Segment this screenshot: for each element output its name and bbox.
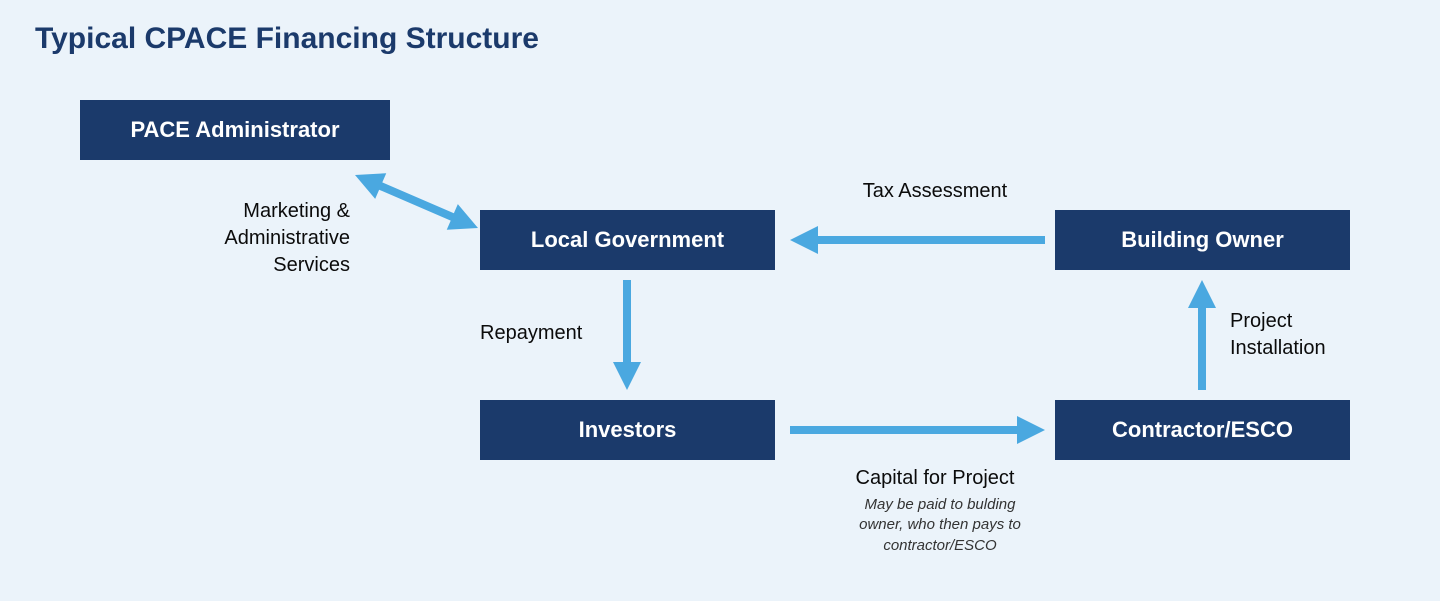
node-local-government: Local Government bbox=[480, 210, 775, 270]
arrow-admin-localgov bbox=[355, 173, 478, 230]
edge-label-installation: Project Installation bbox=[1230, 308, 1390, 362]
edge-label-tax-assessment: Tax Assessment bbox=[835, 178, 1035, 205]
arrow-owner-localgov bbox=[790, 226, 1045, 254]
arrow-investors-contractor bbox=[790, 416, 1045, 444]
arrows-layer bbox=[0, 0, 1440, 601]
edge-label-repayment: Repayment bbox=[480, 320, 620, 347]
edge-label-admin-services: Marketing & Administrative Services bbox=[155, 198, 350, 279]
node-building-owner: Building Owner bbox=[1055, 210, 1350, 270]
node-investors: Investors bbox=[480, 400, 775, 460]
node-pace-administrator: PACE Administrator bbox=[80, 100, 390, 160]
page-title: Typical CPACE Financing Structure bbox=[35, 22, 539, 56]
edge-label-capital: Capital for Project bbox=[820, 465, 1050, 492]
arrow-contractor-owner bbox=[1188, 280, 1216, 390]
edge-sublabel-capital: May be paid to bulding owner, who then p… bbox=[830, 495, 1050, 556]
diagram-canvas: Typical CPACE Financing Structure PACE A… bbox=[0, 0, 1440, 601]
node-contractor-esco: Contractor/ESCO bbox=[1055, 400, 1350, 460]
